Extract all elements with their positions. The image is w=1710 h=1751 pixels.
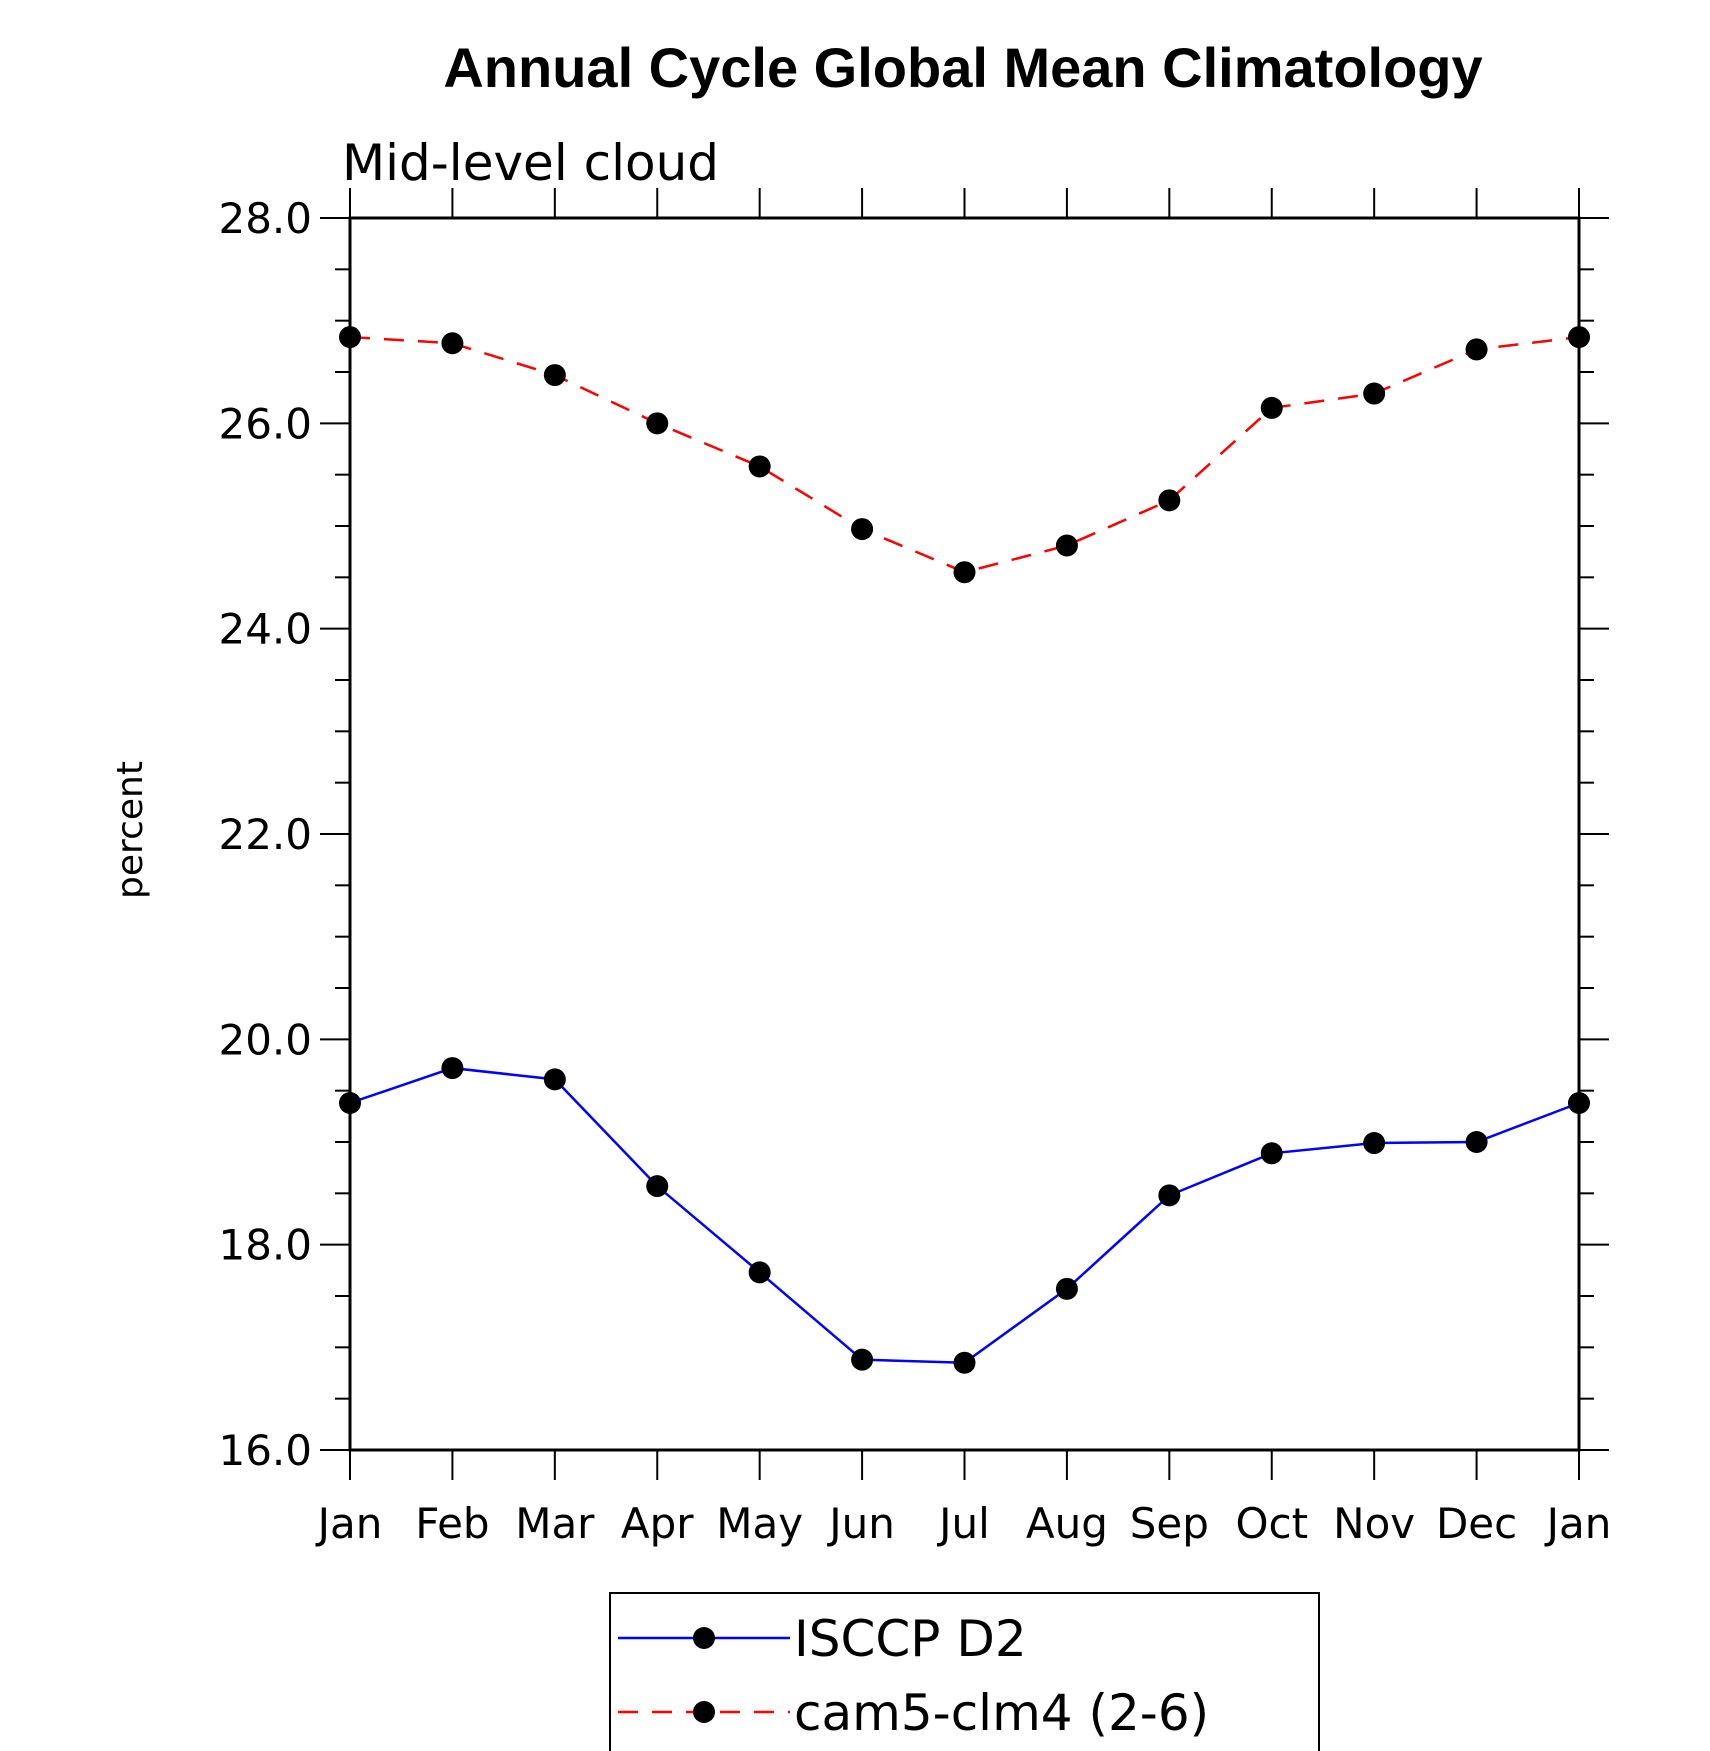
series-line-0	[349, 1066, 1580, 1364]
series-line-1	[349, 335, 1580, 574]
y-tick-label: 18.0	[218, 1221, 312, 1270]
data-point-series-0	[339, 1091, 361, 1114]
x-tick-label: Mar	[515, 1499, 595, 1548]
data-point-series-1	[1055, 534, 1078, 557]
x-tick-label: Jan	[1544, 1499, 1612, 1548]
legend: ISCCP D2 cam5-clm4 (2-6)	[609, 1592, 1320, 1751]
series-layer	[339, 326, 1590, 1374]
data-point-series-1	[1363, 382, 1386, 405]
x-tick-label: Sep	[1130, 1499, 1209, 1548]
chart-subtitle: Mid-level cloud	[342, 134, 719, 192]
data-point-series-0	[1158, 1184, 1181, 1207]
x-tick-labels: Jan Feb Mar Apr May Jun Jul Aug Sep Oct Nov Dec Jan	[315, 1499, 1612, 1548]
y-axis-label: percent	[110, 761, 151, 899]
data-point-series-1	[953, 561, 976, 584]
data-point-series-0	[1260, 1142, 1283, 1165]
x-tick-label: Oct	[1235, 1499, 1308, 1548]
x-tick-label: Apr	[621, 1499, 694, 1548]
y-tick-label: 22.0	[218, 810, 312, 859]
x-tick-label: Jun	[826, 1499, 895, 1548]
legend-box	[609, 1592, 1320, 1751]
data-point-series-0	[851, 1348, 874, 1371]
data-point-series-0	[646, 1175, 669, 1198]
legend-label-isccp: ISCCP D2	[794, 1610, 1027, 1668]
y-tick-label: 16.0	[218, 1426, 312, 1475]
x-tick-label: Feb	[415, 1499, 489, 1548]
x-tick-label: Jul	[936, 1499, 990, 1548]
data-point-series-1	[441, 332, 464, 355]
data-point-series-0	[543, 1068, 566, 1091]
data-point-series-0	[1568, 1091, 1590, 1114]
data-point-series-0	[1363, 1132, 1386, 1155]
data-point-series-1	[1568, 326, 1590, 349]
data-point-series-0	[1055, 1277, 1078, 1300]
chart-title: Annual Cycle Global Mean Climatology	[443, 36, 1482, 99]
x-tick-label: May	[716, 1499, 803, 1548]
y-tick-label: 28.0	[218, 194, 312, 243]
axis-ticks	[320, 188, 1609, 1480]
data-point-series-1	[1260, 396, 1283, 419]
x-tick-label: Aug	[1026, 1499, 1108, 1548]
data-point-series-0	[953, 1351, 976, 1374]
data-point-series-0	[441, 1057, 464, 1080]
data-point-series-1	[1465, 338, 1488, 361]
y-tick-label: 24.0	[218, 605, 312, 654]
plot-frame	[348, 216, 1581, 1452]
x-tick-label: Jan	[315, 1499, 383, 1548]
y-tick-labels: 16.0 18.0 20.0 22.0 24.0 26.0 28.0	[218, 194, 312, 1475]
legend-label-cam5: cam5-clm4 (2-6)	[794, 1684, 1209, 1742]
data-point-series-1	[339, 326, 361, 349]
x-tick-label: Dec	[1436, 1499, 1517, 1548]
y-tick-label: 20.0	[218, 1015, 312, 1064]
data-point-series-1	[851, 518, 874, 541]
legend-marker-isccp	[693, 1627, 715, 1649]
data-point-series-1	[543, 364, 566, 387]
data-point-series-0	[748, 1261, 771, 1284]
data-point-series-0	[1465, 1131, 1488, 1153]
legend-marker-cam5	[693, 1701, 715, 1723]
data-point-series-1	[646, 412, 669, 435]
y-tick-label: 26.0	[218, 399, 312, 448]
data-point-series-1	[1158, 489, 1181, 512]
data-point-series-1	[748, 455, 771, 478]
x-tick-label: Nov	[1333, 1499, 1415, 1548]
